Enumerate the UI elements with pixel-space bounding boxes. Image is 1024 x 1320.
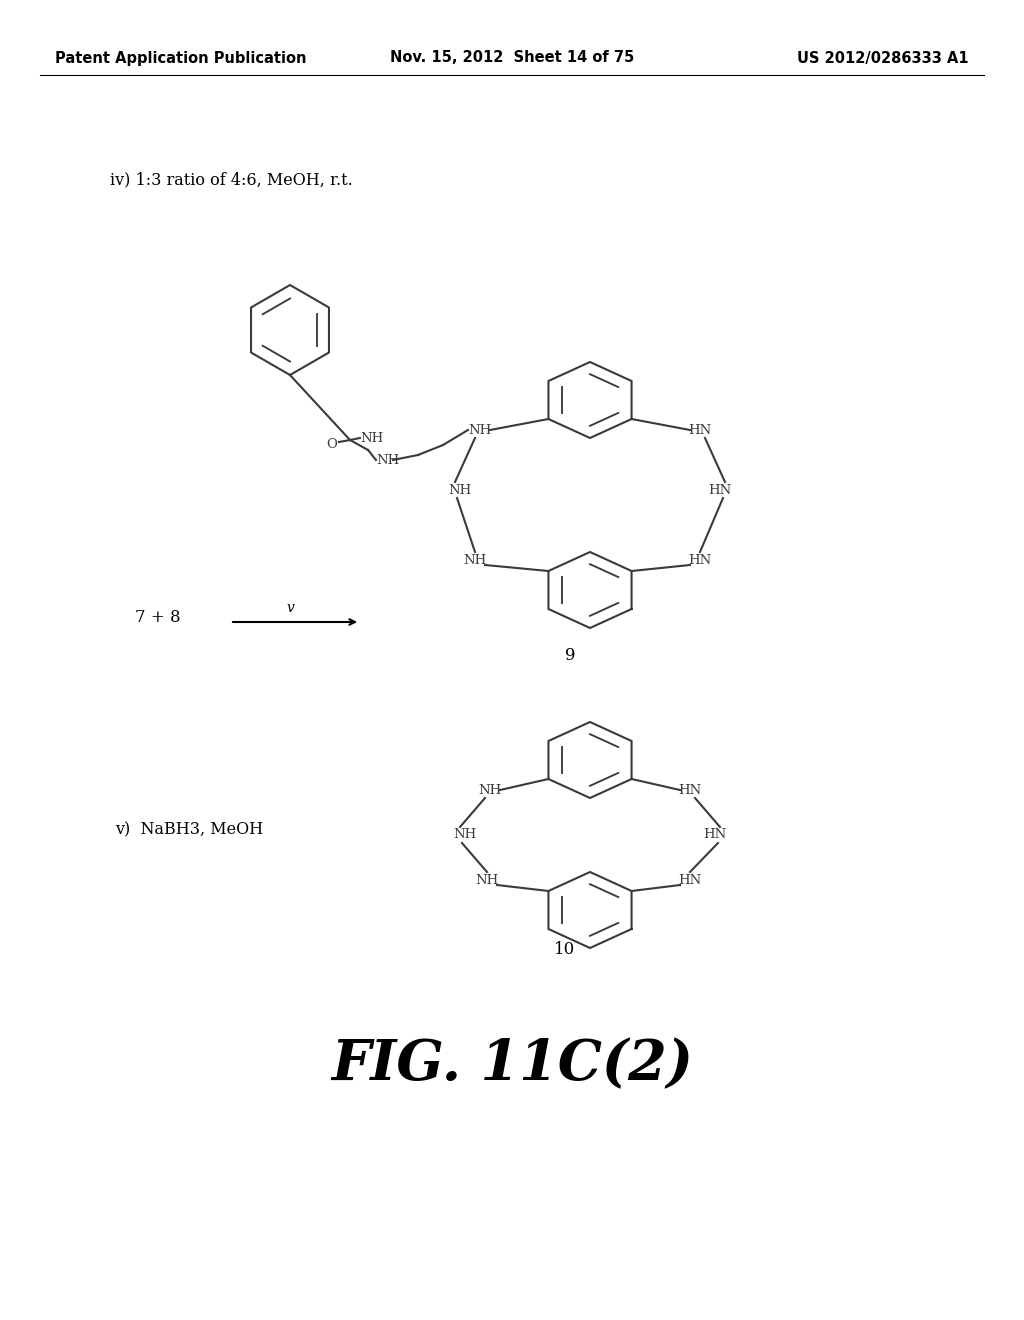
Text: 10: 10 bbox=[554, 941, 575, 958]
Text: v: v bbox=[286, 601, 294, 615]
Text: NH: NH bbox=[464, 553, 486, 566]
Text: HN: HN bbox=[678, 784, 701, 796]
Text: NH: NH bbox=[454, 829, 476, 842]
Text: HN: HN bbox=[703, 829, 727, 842]
Text: v)  NaBH3, MeOH: v) NaBH3, MeOH bbox=[115, 821, 263, 838]
Text: NH: NH bbox=[468, 424, 492, 437]
Text: HN: HN bbox=[678, 874, 701, 887]
Text: Patent Application Publication: Patent Application Publication bbox=[55, 50, 306, 66]
Text: 7 + 8: 7 + 8 bbox=[135, 610, 180, 627]
Text: NH: NH bbox=[377, 454, 399, 466]
Text: HN: HN bbox=[688, 424, 712, 437]
Text: NH: NH bbox=[475, 874, 499, 887]
Text: US 2012/0286333 A1: US 2012/0286333 A1 bbox=[798, 50, 969, 66]
Text: NH: NH bbox=[449, 483, 472, 496]
Text: NH: NH bbox=[478, 784, 502, 796]
Text: HN: HN bbox=[709, 483, 731, 496]
Text: iv) 1:3 ratio of 4:6, MeOH, r.t.: iv) 1:3 ratio of 4:6, MeOH, r.t. bbox=[110, 172, 352, 189]
Text: 9: 9 bbox=[565, 647, 575, 664]
Text: Nov. 15, 2012  Sheet 14 of 75: Nov. 15, 2012 Sheet 14 of 75 bbox=[390, 50, 634, 66]
Text: FIG. 11C(2): FIG. 11C(2) bbox=[331, 1038, 693, 1093]
Text: O: O bbox=[327, 438, 338, 451]
Text: HN: HN bbox=[688, 553, 712, 566]
Text: NH: NH bbox=[360, 432, 384, 445]
